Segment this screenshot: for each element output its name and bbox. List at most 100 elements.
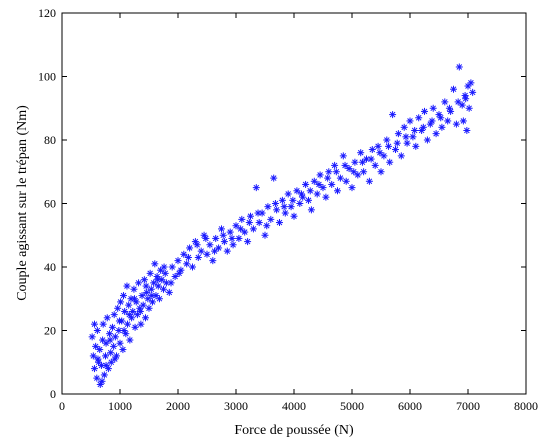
data-point xyxy=(249,225,257,233)
data-point xyxy=(218,225,225,233)
data-point xyxy=(435,111,443,119)
data-point xyxy=(115,317,123,325)
data-point xyxy=(125,311,133,319)
x-axis-label: Force de poussée (N) xyxy=(234,423,354,438)
data-point xyxy=(310,177,318,185)
data-point xyxy=(357,149,365,157)
data-point xyxy=(100,371,108,379)
data-point xyxy=(376,149,384,157)
x-tick-label: 5000 xyxy=(340,399,364,413)
data-point xyxy=(428,117,436,125)
data-point xyxy=(332,168,340,176)
data-point xyxy=(94,355,102,363)
data-point xyxy=(145,304,153,312)
plot-frame xyxy=(61,12,527,395)
data-point xyxy=(142,314,150,322)
data-point xyxy=(197,247,205,255)
data-point xyxy=(345,165,353,173)
data-point xyxy=(125,301,133,309)
data-point xyxy=(189,263,196,271)
data-point xyxy=(316,171,324,179)
y-tick-label: 120 xyxy=(38,6,56,20)
data-point xyxy=(130,285,138,293)
data-point xyxy=(137,320,145,328)
data-point xyxy=(380,152,388,160)
data-point xyxy=(148,298,156,306)
data-point xyxy=(150,279,158,287)
data-point xyxy=(462,95,470,103)
data-point xyxy=(171,273,179,281)
data-point xyxy=(325,168,333,176)
data-point xyxy=(136,307,144,315)
data-point xyxy=(328,180,336,188)
data-point xyxy=(138,292,146,300)
data-point xyxy=(235,234,243,242)
data-point xyxy=(371,161,379,169)
data-point xyxy=(168,263,176,271)
data-point xyxy=(296,200,304,207)
data-point xyxy=(107,349,115,357)
data-point xyxy=(429,104,437,112)
data-point xyxy=(126,336,134,344)
x-tick-label: 4000 xyxy=(282,399,306,413)
data-point xyxy=(161,269,169,277)
data-point xyxy=(90,365,98,373)
data-point xyxy=(135,279,143,287)
data-point xyxy=(315,180,323,188)
data-point xyxy=(88,333,96,341)
data-point xyxy=(302,180,310,188)
y-tick-label: 40 xyxy=(44,260,56,274)
data-point xyxy=(409,133,417,141)
data-point xyxy=(238,215,246,223)
data-point xyxy=(255,219,263,227)
data-point xyxy=(394,130,402,138)
data-point xyxy=(331,161,339,169)
data-point xyxy=(368,146,376,154)
data-point xyxy=(252,184,260,192)
data-point xyxy=(351,158,359,166)
data-point xyxy=(293,187,301,195)
data-point xyxy=(223,247,231,255)
data-point xyxy=(102,352,109,360)
y-tick-label: 20 xyxy=(44,324,56,338)
data-point xyxy=(186,244,194,252)
data-point xyxy=(108,323,116,331)
data-point xyxy=(358,158,366,166)
data-point xyxy=(289,196,297,204)
data-point xyxy=(463,126,471,134)
data-point xyxy=(121,307,129,315)
x-tick-label: 8000 xyxy=(514,399,538,413)
data-point xyxy=(123,282,131,290)
data-point xyxy=(154,282,162,290)
data-point xyxy=(445,104,453,112)
data-point xyxy=(367,155,375,163)
data-point xyxy=(114,304,122,312)
data-point xyxy=(261,231,269,239)
data-point xyxy=(278,196,286,204)
data-point xyxy=(400,123,408,131)
data-point xyxy=(270,174,278,182)
data-point xyxy=(264,203,272,211)
data-point xyxy=(151,260,159,268)
data-point xyxy=(306,187,314,195)
data-point xyxy=(363,155,370,163)
x-tick-label: 7000 xyxy=(456,399,480,413)
data-point xyxy=(102,361,110,369)
data-point xyxy=(339,152,347,160)
data-point xyxy=(228,234,236,242)
data-point xyxy=(244,238,252,246)
data-point xyxy=(113,352,121,360)
data-point xyxy=(93,327,101,334)
data-point xyxy=(147,285,155,293)
data-point xyxy=(403,139,411,147)
y-tick-label: 0 xyxy=(50,387,56,401)
data-point xyxy=(103,314,111,322)
data-point xyxy=(411,126,419,134)
data-point xyxy=(162,279,170,287)
data-point xyxy=(419,123,427,131)
data-point xyxy=(450,85,457,93)
data-point xyxy=(241,228,249,236)
data-point xyxy=(438,123,446,131)
data-point xyxy=(106,330,114,338)
